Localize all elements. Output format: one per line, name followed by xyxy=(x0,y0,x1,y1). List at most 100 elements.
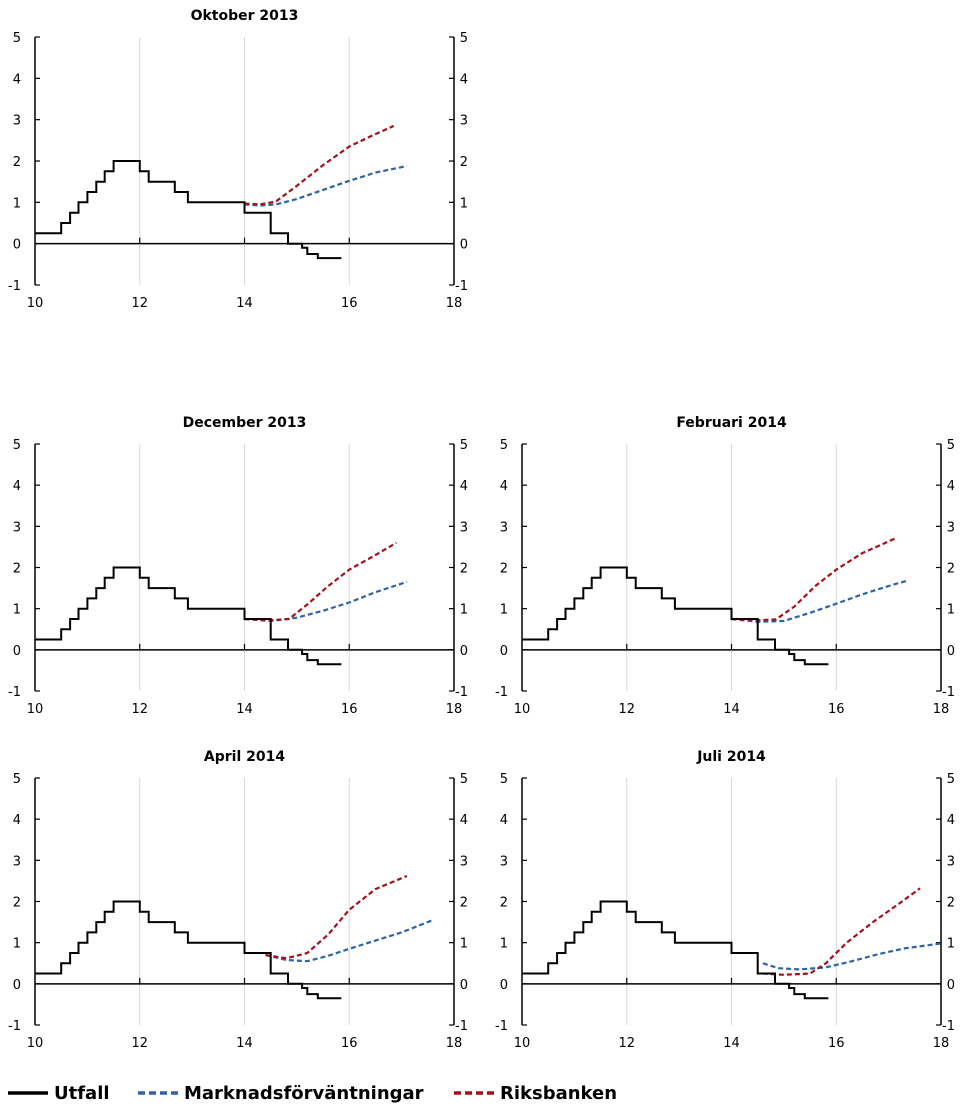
x-tick-label: 10 xyxy=(27,1036,44,1051)
y-tick-label-left: 4 xyxy=(500,813,508,828)
y-tick-label-left: 3 xyxy=(13,520,21,535)
x-tick-label: 16 xyxy=(341,296,358,311)
chart-title: December 2013 xyxy=(183,415,307,431)
x-tick-label: 14 xyxy=(723,702,740,717)
y-tick-label-right: 1 xyxy=(947,937,955,952)
y-tick-label-right: -1 xyxy=(942,1019,955,1034)
y-tick-label-right: 3 xyxy=(460,854,468,869)
x-tick-label: 14 xyxy=(236,702,253,717)
y-tick-label-left: -1 xyxy=(495,685,508,700)
y-tick-label-right: 2 xyxy=(460,562,468,577)
legend-item-marknadsforvantningar: Marknadsförväntningar xyxy=(136,1079,424,1107)
x-tick-label: 18 xyxy=(446,1036,463,1051)
series-line-riksbank xyxy=(244,541,397,622)
y-tick-label-right: 3 xyxy=(460,520,468,535)
x-tick-label: 12 xyxy=(131,1036,148,1051)
y-tick-label-left: -1 xyxy=(8,1019,21,1034)
legend-swatch-riksbanken xyxy=(454,1091,494,1095)
y-tick-label-left: 0 xyxy=(13,978,21,993)
y-tick-label-right: 4 xyxy=(460,72,468,87)
y-tick-label-left: -1 xyxy=(8,279,21,294)
y-tick-label-left: 5 xyxy=(13,772,21,787)
y-tick-label-left: 3 xyxy=(13,854,21,869)
y-tick-label-left: 2 xyxy=(13,562,21,577)
y-tick-label-left: 4 xyxy=(13,72,21,87)
x-tick-label: 12 xyxy=(131,702,148,717)
y-tick-label-right: 3 xyxy=(947,520,955,535)
series-line-market xyxy=(762,942,942,971)
y-tick-label-left: -1 xyxy=(8,685,21,700)
y-tick-label-left: 4 xyxy=(13,813,21,828)
y-tick-label-right: -1 xyxy=(455,1019,468,1034)
y-tick-label-right: 1 xyxy=(460,937,468,952)
y-tick-label-left: 1 xyxy=(500,937,508,952)
x-tick-label: 16 xyxy=(341,1036,358,1051)
y-tick-label-left: 5 xyxy=(13,31,21,46)
series-line-riksbank xyxy=(731,536,897,622)
x-tick-label: 16 xyxy=(828,1036,845,1051)
y-tick-label-left: 5 xyxy=(500,438,508,453)
y-tick-label-right: 5 xyxy=(460,772,468,787)
x-tick-label: 12 xyxy=(618,1036,635,1051)
y-tick-label-right: 0 xyxy=(947,978,955,993)
y-tick-label-left: 3 xyxy=(13,114,21,129)
x-tick-label: 18 xyxy=(446,296,463,311)
y-tick-label-left: 0 xyxy=(500,644,508,659)
chart-title: Juli 2014 xyxy=(696,749,766,765)
y-tick-label-left: -1 xyxy=(495,1019,508,1034)
legend-swatch-utfall xyxy=(8,1091,48,1095)
legend-label-riksbanken: Riksbanken xyxy=(500,1082,618,1104)
series-line-utfall xyxy=(35,900,342,1000)
legend-item-riksbanken: Riksbanken xyxy=(452,1079,617,1107)
x-tick-label: 10 xyxy=(514,702,531,717)
x-tick-label: 14 xyxy=(236,1036,253,1051)
y-tick-label-left: 5 xyxy=(500,772,508,787)
y-tick-label-right: 2 xyxy=(460,155,468,170)
legend-label-utfall: Utfall xyxy=(54,1082,110,1104)
y-tick-label-left: 0 xyxy=(13,644,21,659)
x-tick-label: 16 xyxy=(828,702,845,717)
x-tick-label: 16 xyxy=(341,702,358,717)
y-tick-label-right: 5 xyxy=(460,438,468,453)
y-tick-label-right: 1 xyxy=(460,603,468,618)
series-line-utfall xyxy=(35,566,342,666)
chart-title: Februari 2014 xyxy=(676,415,787,431)
x-tick-label: 12 xyxy=(131,296,148,311)
y-tick-label-right: 3 xyxy=(947,854,955,869)
y-tick-label-right: 4 xyxy=(947,479,955,494)
y-tick-label-left: 0 xyxy=(500,978,508,993)
y-tick-label-left: 4 xyxy=(500,479,508,494)
y-tick-label-right: 2 xyxy=(460,896,468,911)
x-tick-label: 12 xyxy=(618,702,635,717)
y-tick-label-right: 2 xyxy=(947,896,955,911)
legend-swatch-marknadsforvantningar xyxy=(138,1091,178,1095)
x-tick-label: 10 xyxy=(27,296,44,311)
y-tick-label-left: 2 xyxy=(500,896,508,911)
series-line-utfall xyxy=(35,160,342,260)
x-tick-label: 14 xyxy=(236,296,253,311)
series-line-utfall xyxy=(522,900,829,1000)
y-tick-label-right: 1 xyxy=(460,196,468,211)
legend-label-marknadsforvantningar: Marknadsförväntningar xyxy=(184,1082,424,1104)
y-tick-label-right: -1 xyxy=(455,685,468,700)
y-tick-label-left: 2 xyxy=(13,896,21,911)
x-tick-label: 18 xyxy=(446,702,463,717)
y-tick-label-left: 1 xyxy=(13,603,21,618)
y-tick-label-left: 4 xyxy=(13,479,21,494)
y-tick-label-right: 3 xyxy=(460,114,468,129)
y-tick-label-left: 1 xyxy=(13,937,21,952)
y-tick-label-left: 5 xyxy=(13,438,21,453)
y-tick-label-right: 2 xyxy=(947,562,955,577)
y-tick-label-right: -1 xyxy=(942,685,955,700)
y-tick-label-right: -1 xyxy=(455,279,468,294)
y-tick-label-right: 0 xyxy=(460,238,468,253)
y-tick-label-right: 4 xyxy=(460,479,468,494)
legend-item-utfall: Utfall xyxy=(6,1079,110,1107)
series-line-riksbank xyxy=(762,887,921,976)
y-tick-label-left: 2 xyxy=(500,562,508,577)
y-tick-label-left: 0 xyxy=(13,238,21,253)
